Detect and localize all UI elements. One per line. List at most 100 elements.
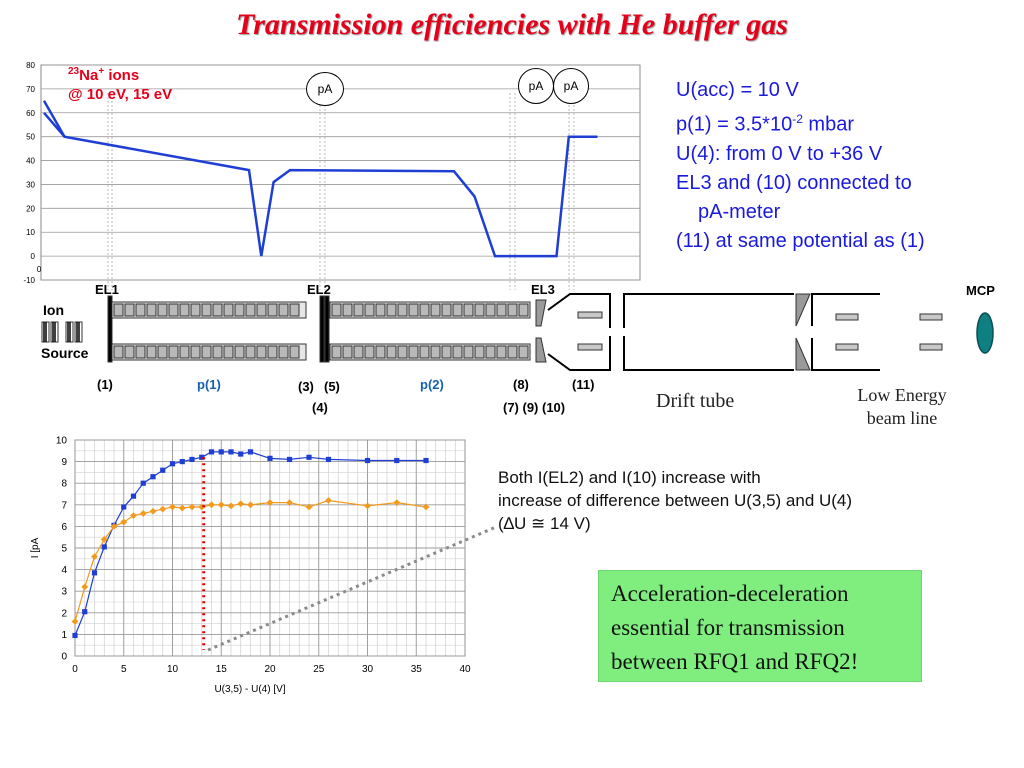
einzel-electrode (577, 311, 603, 319)
series-1-point (101, 544, 107, 550)
param-pa-meter: pA-meter (698, 200, 781, 223)
series-1-point (325, 456, 332, 463)
rfq-segment (441, 345, 452, 359)
rfq-segment (212, 345, 223, 359)
rfq-segment (278, 303, 289, 317)
rfq-segment (485, 303, 496, 317)
rfq-segment (419, 345, 430, 359)
x-tick-label: 35 (411, 664, 423, 675)
rfq-segment (375, 303, 386, 317)
rfq-segment (496, 345, 507, 359)
rfq-segment (113, 345, 124, 359)
funnel-top (547, 293, 611, 328)
beamline-electrode (919, 313, 943, 321)
rfq-segment (256, 303, 267, 317)
source-label: Source (41, 345, 89, 361)
rfq-segment (146, 303, 157, 317)
series-2-point (422, 503, 430, 511)
pa-meter-el2: pA (306, 72, 344, 106)
mcp-label: MCP (966, 283, 995, 298)
decel-cone-bottom (795, 337, 811, 371)
conclusion-box: Acceleration-deceleration essential for … (598, 570, 922, 682)
label-11: (11) (572, 377, 595, 392)
ion-energy-label: @ 10 eV, 15 eV (68, 86, 173, 103)
rfq-segment (223, 303, 234, 317)
rfq-segment (408, 345, 419, 359)
rfq-segment (518, 303, 529, 317)
rfq-segment (331, 345, 342, 359)
rfq-segment (201, 303, 212, 317)
y-tick-label: 60 (26, 109, 35, 118)
einzel-electrode (577, 343, 603, 351)
rfq-segment (124, 345, 135, 359)
series-1-point (189, 456, 195, 463)
rfq-segment (267, 345, 278, 359)
series-2-point (169, 503, 176, 511)
rfq-segment (168, 303, 179, 317)
y-tick-label: 70 (26, 85, 35, 94)
y-tick-label: 3 (61, 587, 67, 598)
label-1: (1) (97, 377, 113, 392)
parameter-list: U(acc) = 10 V p(1) = 3.5*10-2 mbar U(4):… (676, 76, 925, 256)
series-1-point (247, 449, 254, 455)
rfq-segment (474, 345, 485, 359)
drift-tube-bottom (623, 336, 794, 371)
series-2-point (237, 500, 245, 508)
beamline-bottom (811, 338, 880, 371)
y-tick-label: 80 (26, 61, 35, 70)
label-8: (8) (513, 377, 529, 392)
rfq-segment (113, 303, 124, 317)
rfq-segment (397, 303, 408, 317)
series-2-point (286, 499, 293, 507)
param-11: (11) at same potential as (1) (676, 229, 925, 252)
rfq-segment (452, 345, 463, 359)
series-1-point (150, 474, 156, 480)
label-p1: p(1) (197, 377, 221, 392)
rfq-segment (375, 345, 386, 359)
y-tick-label: 6 (61, 522, 67, 533)
rfq-segment (135, 303, 146, 317)
series-2-point (208, 501, 215, 509)
series-1-point (121, 504, 127, 510)
x-tick-label: 20 (264, 664, 276, 675)
rfq-segment (419, 303, 430, 317)
x-tick-label: 30 (362, 664, 374, 675)
rfq-segment (124, 303, 135, 317)
series-2-point (178, 504, 186, 512)
series-2-point (266, 499, 274, 507)
y-tick-label: 10 (26, 228, 35, 237)
rfq-segment (245, 345, 256, 359)
rfq-segment (212, 303, 223, 317)
rfq-segment (157, 303, 168, 317)
x-tick-label: 5 (121, 664, 127, 675)
electrode-bar (319, 295, 325, 363)
rfq-segment (190, 303, 201, 317)
rfq-segment (278, 345, 289, 359)
x-tick-label: 0 (72, 664, 78, 675)
label-7-9-10: (7) (9) (10) (503, 400, 566, 415)
series-2-point (393, 499, 401, 507)
rfq-segment (507, 303, 518, 317)
series-2-point (139, 510, 147, 517)
y-tick-label: 50 (26, 133, 35, 142)
y-tick-label: 8 (61, 479, 67, 490)
rfq-segment (146, 345, 157, 359)
y-tick-label: 40 (26, 157, 35, 166)
ion-label: Ion (43, 302, 64, 318)
rfq-segment (342, 303, 353, 317)
y-tick-label: 2 (61, 608, 67, 619)
slide-title: Transmission efficiencies with He buffer… (236, 8, 788, 41)
mcp-detector (976, 312, 994, 354)
el3-cone-bottom (535, 337, 547, 363)
series-1-point (140, 480, 146, 486)
rfq-segment (463, 303, 474, 317)
el2-label: EL2 (307, 282, 331, 297)
rfq-segment (190, 345, 201, 359)
y-tick-label: 4 (61, 565, 67, 576)
electrode-bar (324, 295, 330, 363)
y-tick-label: 1 (61, 630, 67, 641)
label-3: (3) (298, 379, 314, 394)
beamline-electrode (835, 343, 859, 351)
el3-label: EL3 (531, 282, 555, 297)
